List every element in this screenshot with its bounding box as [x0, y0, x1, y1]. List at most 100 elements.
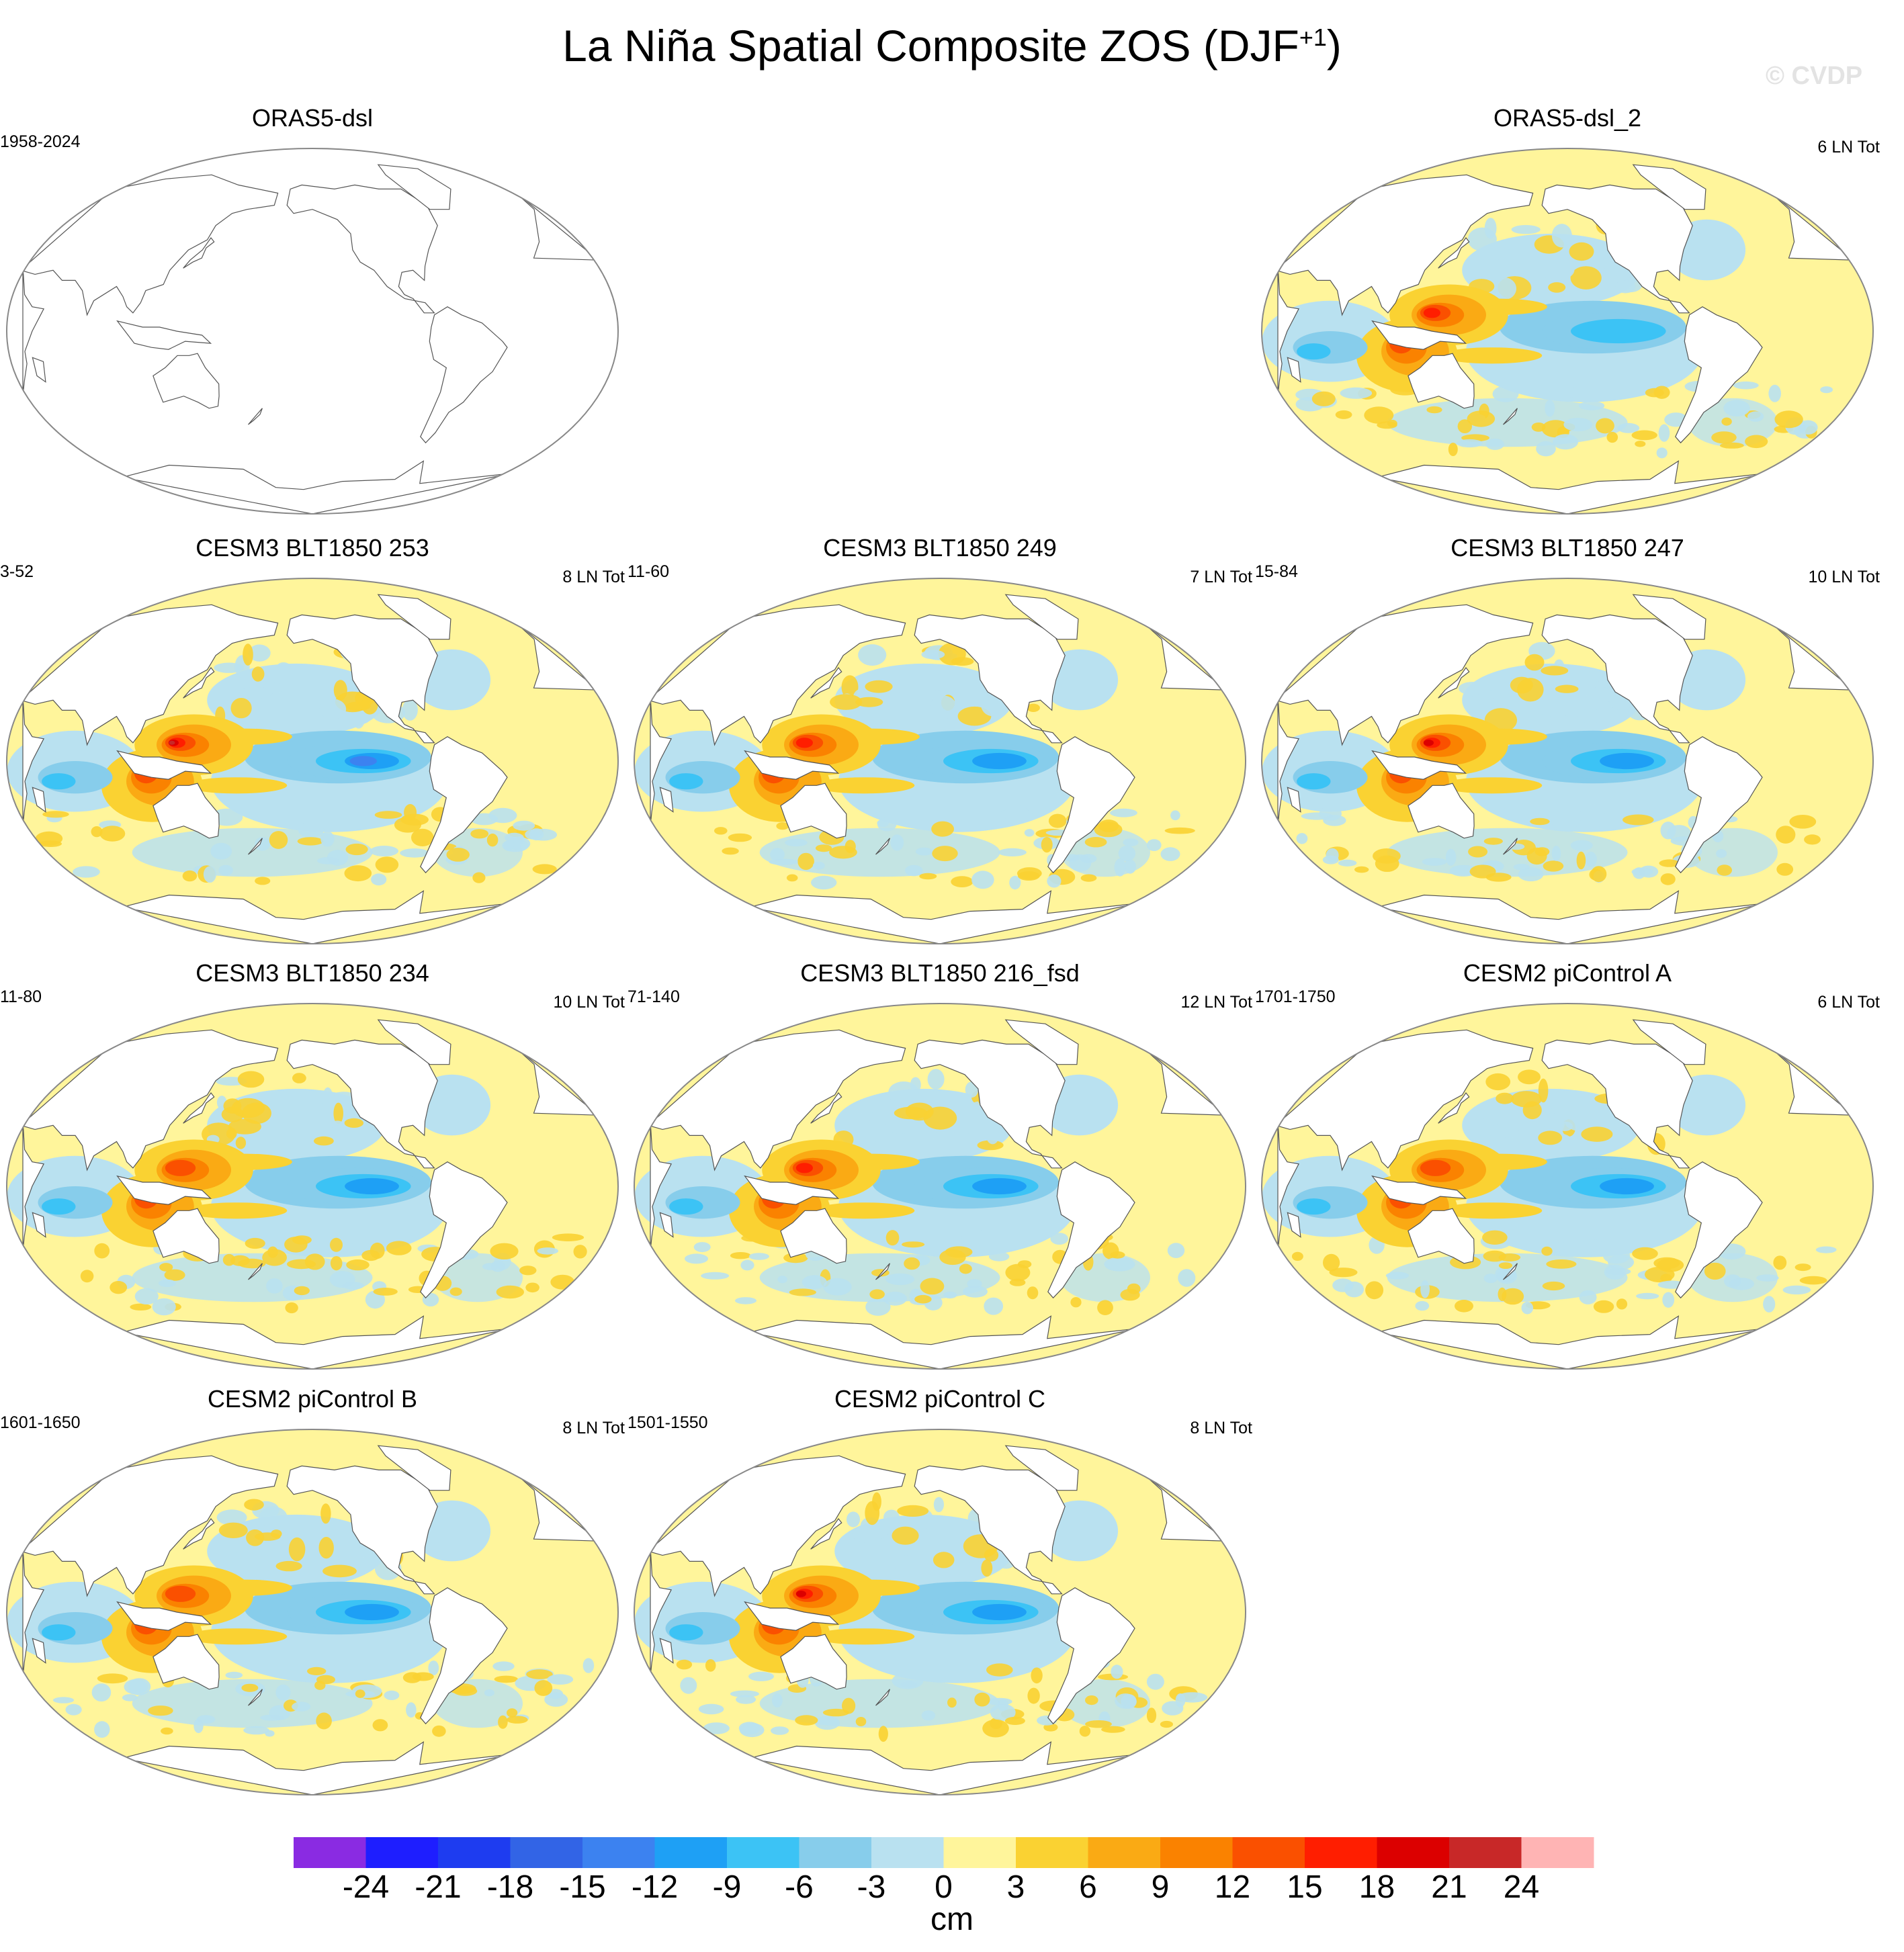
coastline-greenland	[377, 1019, 451, 1065]
map	[634, 1003, 1246, 1370]
panel-period: 71-140	[628, 987, 680, 1006]
panel-title: ORAS5-dsl_2	[1493, 104, 1642, 132]
landmasses	[1274, 594, 1855, 944]
coastline-asia	[19, 604, 279, 746]
map	[1261, 148, 1874, 515]
coastline-antarctica	[1377, 890, 1767, 944]
landmasses	[647, 1019, 1227, 1369]
map-border	[634, 578, 1246, 944]
coastline-northamerica	[914, 1039, 1066, 1169]
coastline-africa	[1277, 696, 1300, 826]
coastline-asia	[19, 174, 279, 316]
coastline-madagascar	[659, 787, 674, 813]
coastline-japan	[1438, 666, 1470, 699]
coastline-asia	[19, 1455, 279, 1597]
panel-event-count: 10 LN Tot	[1808, 568, 1880, 586]
colorbar-tick-label: 0	[935, 1869, 953, 1905]
panel-event-count: 12 LN Tot	[1180, 993, 1252, 1012]
colorbar-tick-label: 18	[1358, 1869, 1395, 1905]
coastline-japan	[183, 1092, 215, 1124]
coastline-nz	[248, 1263, 263, 1280]
map	[634, 1429, 1246, 1795]
coastline-northamerica	[914, 614, 1066, 744]
zos-field	[1262, 148, 1873, 514]
colorbar-tick-label: 12	[1214, 1869, 1251, 1905]
map	[6, 1003, 619, 1370]
coastline-asia	[1274, 174, 1534, 316]
colorbar-tick-label: -21	[415, 1869, 462, 1905]
map-border	[6, 1429, 619, 1795]
coastline-africa	[22, 266, 45, 396]
coastline-nz	[248, 1689, 263, 1706]
colorbar-swatch	[365, 1837, 439, 1868]
coastline-northamerica	[1541, 614, 1693, 744]
colorbar-swatch	[1377, 1837, 1450, 1868]
landmasses	[1274, 164, 1855, 514]
map-panel: CESM2 piControl C 1501-1550 8 LN Tot	[628, 1385, 1252, 1802]
landmasses	[647, 1445, 1227, 1795]
map-border	[6, 1003, 619, 1370]
coastline-indonesia	[116, 320, 212, 350]
map-panel: CESM3 BLT1850 253 3-52 8 LN Tot	[0, 534, 625, 950]
coastline-madagascar	[32, 787, 46, 813]
coastline-africa	[1277, 266, 1300, 396]
watermark: © CVDP	[1766, 62, 1863, 90]
coastline-southamerica	[420, 1161, 508, 1299]
coastline-asia	[647, 1029, 906, 1171]
map-panel: ORAS5-dsl 1958-2024	[0, 104, 625, 521]
coastline-africa	[650, 1547, 673, 1677]
coastline-antarctica	[749, 890, 1139, 944]
coastline-southamerica	[1047, 1161, 1135, 1299]
colorbar-tick-label: 6	[1079, 1869, 1097, 1905]
coastline-australia	[153, 1208, 220, 1264]
coastline-asia	[647, 604, 906, 746]
coastline-greenland	[1004, 594, 1079, 640]
coastline-greenland	[1004, 1445, 1079, 1491]
coastline-japan	[810, 1517, 842, 1550]
coastline-indonesia	[744, 1601, 840, 1631]
coastline-australia	[780, 1208, 847, 1264]
colorbar-tick-label: 15	[1287, 1869, 1323, 1905]
coastline-antarctica	[749, 1741, 1139, 1795]
panel-title: ORAS5-dsl	[251, 104, 374, 132]
colorbar-swatch	[1449, 1837, 1522, 1868]
coastline-australia	[1408, 783, 1475, 839]
coastline-indonesia	[116, 1601, 212, 1631]
colorbar-swatch	[1160, 1837, 1233, 1868]
panel-event-count: 10 LN Tot	[553, 993, 625, 1012]
coastline-africa	[22, 1547, 45, 1677]
coastline-nz	[1503, 408, 1518, 425]
panel-title: CESM3 BLT1850 249	[823, 534, 1057, 562]
coastline-australia	[153, 353, 220, 409]
colorbar-tick-label: -9	[712, 1869, 742, 1905]
coastline-japan	[1438, 236, 1470, 269]
colorbar-swatch	[294, 1837, 366, 1868]
colorbar-swatch	[438, 1837, 511, 1868]
colorbar-tick-label: 21	[1431, 1869, 1467, 1905]
coastline-northamerica	[1541, 1039, 1693, 1169]
panel-event-count: 7 LN Tot	[1190, 568, 1252, 586]
coastline-greenland	[377, 1445, 451, 1491]
coastline-madagascar	[659, 1212, 674, 1238]
coastline-japan	[183, 1517, 215, 1550]
coastline-southamerica	[1047, 736, 1135, 874]
panel-title: CESM2 piControl A	[1463, 959, 1672, 987]
coastline-nz	[875, 838, 890, 855]
coastline-indonesia	[116, 1175, 212, 1205]
coastline-antarctica	[1377, 1315, 1767, 1369]
map-border	[634, 1003, 1246, 1370]
colorbar-swatch	[871, 1837, 944, 1868]
coastline-southamerica	[420, 736, 508, 874]
colorbar-swatch	[1088, 1837, 1161, 1868]
map	[6, 578, 619, 944]
panel-period: 1601-1650	[0, 1413, 81, 1432]
colorbar-tick-label: -18	[486, 1869, 534, 1905]
colorbar-tick-label: -12	[631, 1869, 679, 1905]
coastline-southamerica	[1047, 1587, 1135, 1725]
colorbar-swatch	[1016, 1837, 1088, 1868]
coastline-southamerica	[1675, 306, 1763, 444]
map	[6, 1429, 619, 1795]
coastline-antarctica	[122, 1741, 512, 1795]
coastline-australia	[780, 1634, 847, 1690]
map-panel: CESM2 piControl A 1701-1750 6 LN Tot	[1255, 959, 1880, 1376]
